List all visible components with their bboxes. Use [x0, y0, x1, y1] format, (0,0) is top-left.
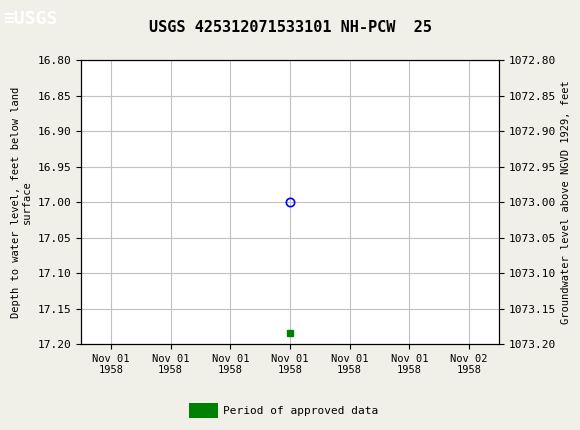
Y-axis label: Groundwater level above NGVD 1929, feet: Groundwater level above NGVD 1929, feet — [561, 80, 571, 324]
Text: Period of approved data: Period of approved data — [223, 405, 379, 416]
Text: USGS 425312071533101 NH-PCW  25: USGS 425312071533101 NH-PCW 25 — [148, 21, 432, 35]
Y-axis label: Depth to water level, feet below land
surface: Depth to water level, feet below land su… — [10, 86, 32, 318]
Bar — [188, 403, 218, 418]
Text: ≡USGS: ≡USGS — [3, 10, 57, 28]
